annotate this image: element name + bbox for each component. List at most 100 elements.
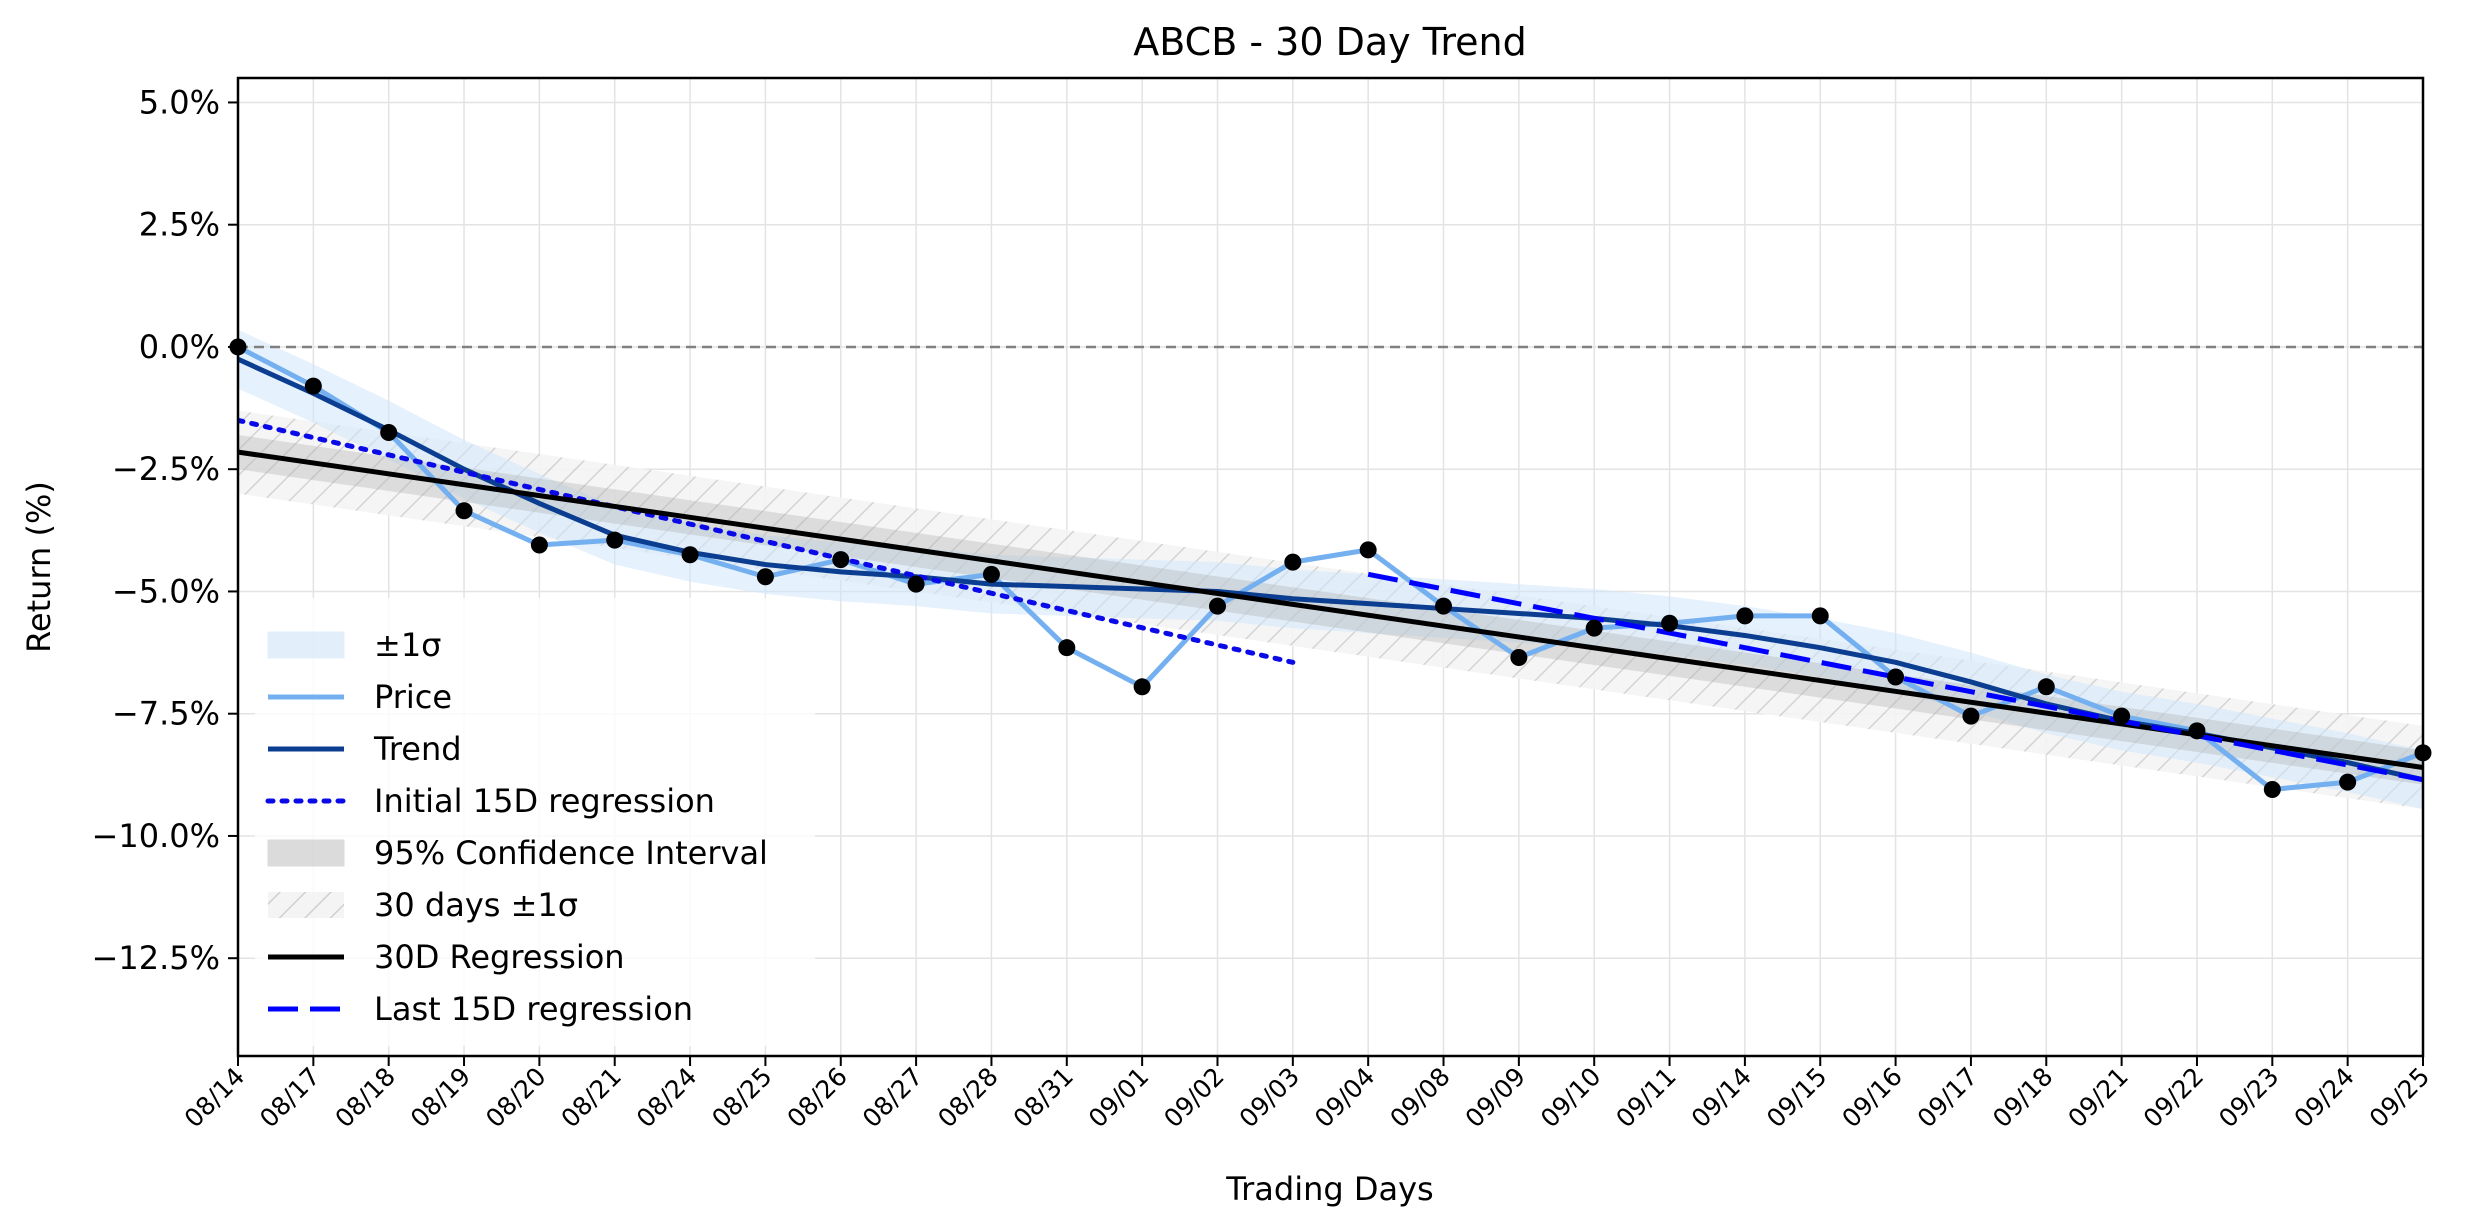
series-price — [238, 344, 2423, 792]
price-point — [1133, 678, 1151, 696]
series-last-15d-regression — [1367, 571, 2423, 783]
chart-title: ABCB - 30 Day Trend — [1133, 20, 1526, 64]
price-point — [304, 377, 322, 395]
price-point — [1887, 668, 1905, 686]
price-point — [1284, 553, 1302, 571]
price-point — [982, 565, 1000, 583]
legend-item: Price — [268, 678, 452, 716]
price-point — [1058, 639, 1076, 657]
legend-item: Last 15D regression — [268, 990, 693, 1028]
x-tick-label: 08/17 — [254, 1062, 325, 1133]
price-point — [1208, 597, 1226, 615]
x-tick-label: 08/19 — [405, 1062, 476, 1133]
x-tick-label: 09/15 — [1761, 1062, 1832, 1133]
price-point — [1811, 607, 1829, 625]
price-point — [681, 546, 699, 564]
price-point — [1661, 614, 1679, 632]
x-tick-label: 09/23 — [2213, 1062, 2284, 1133]
price-point — [1736, 607, 1754, 625]
y-tick-label: −7.5% — [112, 695, 220, 733]
price-point — [2263, 780, 2281, 798]
price-markers — [229, 338, 2432, 798]
price-point — [1585, 619, 1603, 637]
legend: ±1σ Price Trend Initial 15D regression 95% C… — [255, 598, 815, 1046]
x-tick-label: 08/21 — [556, 1062, 627, 1133]
legend-label: 30 days ±1σ — [374, 886, 578, 924]
legend-item: ±1σ — [267, 626, 441, 664]
y-tick-label: −12.5% — [92, 939, 220, 977]
legend-label: Trend — [373, 730, 462, 768]
legend-swatch — [267, 839, 345, 867]
x-tick-label: 09/21 — [2062, 1062, 2133, 1133]
x-axis-label: Trading Days — [1225, 1170, 1433, 1208]
legend-item: 30 days ±1σ — [268, 886, 578, 924]
x-tick-label: 09/08 — [1384, 1062, 1455, 1133]
x-tick-label: 09/03 — [1234, 1062, 1305, 1133]
price-point — [2037, 678, 2055, 696]
y-tick-label: −5.0% — [112, 572, 220, 610]
price-point — [1359, 541, 1377, 559]
x-tick-label: 08/27 — [857, 1062, 928, 1133]
price-point — [2339, 773, 2357, 791]
legend-label: Initial 15D regression — [374, 782, 715, 820]
x-tick-label: 08/18 — [329, 1062, 400, 1133]
price-point — [2113, 707, 2131, 725]
x-tick-label: 09/16 — [1836, 1062, 1907, 1133]
plot-frame — [236, 76, 2425, 1058]
x-tick-label: 08/20 — [480, 1062, 551, 1133]
x-tick-label: 08/24 — [631, 1062, 702, 1133]
series-30d-regression — [238, 449, 2423, 770]
x-tick-label: 09/09 — [1460, 1062, 1531, 1133]
x-tick-label: 09/24 — [2288, 1062, 2359, 1133]
x-tick-label: 09/01 — [1083, 1062, 1154, 1133]
price-point — [530, 536, 548, 554]
x-tick-label: 09/14 — [1686, 1062, 1757, 1133]
legend-item: Initial 15D regression — [265, 782, 715, 820]
price-point — [832, 551, 850, 569]
legend-label: 30D Regression — [374, 938, 625, 976]
legend-box — [255, 598, 815, 1046]
legend-swatch — [267, 631, 345, 659]
y-tick-label: 5.0% — [139, 83, 220, 121]
x-tick-label: 09/10 — [1535, 1062, 1606, 1133]
price-point — [756, 568, 774, 586]
series-trend — [238, 356, 2423, 783]
legend-item: Trend — [268, 730, 462, 768]
legend-item: 30D Regression — [268, 938, 625, 976]
legend-label: Last 15D regression — [374, 990, 693, 1028]
x-tick-label: 08/28 — [932, 1062, 1003, 1133]
price-point — [380, 424, 398, 442]
price-point — [2188, 722, 2206, 740]
x-tick-label: 08/31 — [1008, 1062, 1079, 1133]
legend-item: 95% Confidence Interval — [267, 834, 768, 872]
x-tick-label: 08/14 — [179, 1062, 250, 1133]
x-tick-label: 09/11 — [1610, 1062, 1681, 1133]
legend-label: Price — [374, 678, 452, 716]
y-axis-label: Return (%) — [20, 481, 58, 653]
x-tick-label: 09/17 — [1912, 1062, 1983, 1133]
x-tick-label: 09/02 — [1158, 1062, 1229, 1133]
x-tick-label: 09/22 — [2138, 1062, 2209, 1133]
price-point — [1962, 707, 1980, 725]
series-lines — [238, 344, 2423, 792]
x-tick-label: 09/25 — [2364, 1062, 2435, 1133]
y-tick-label: 0.0% — [139, 328, 220, 366]
x-tick-label: 09/04 — [1309, 1062, 1380, 1133]
x-tick-label: 08/26 — [782, 1062, 853, 1133]
legend-label: ±1σ — [374, 626, 441, 664]
price-point — [455, 502, 473, 520]
price-point — [1510, 648, 1528, 666]
x-tick-label: 09/18 — [1987, 1062, 2058, 1133]
y-tick-label: −10.0% — [92, 817, 220, 855]
y-axis: 5.0% 2.5% 0.0% −2.5% −5.0% −7.5% −10.0% −12.5% — [92, 83, 238, 977]
legend-label: 95% Confidence Interval — [374, 834, 768, 872]
price-point — [1435, 597, 1453, 615]
series-initial-15d-regression — [238, 417, 1296, 665]
x-axis: 08/14 08/17 08/18 08/19 08/20 08/21 08/24 08/25… — [179, 1056, 2435, 1133]
price-point — [907, 575, 925, 593]
x-tick-label: 08/25 — [706, 1062, 777, 1133]
price-point — [606, 531, 624, 549]
y-tick-label: 2.5% — [139, 206, 220, 244]
legend-swatch — [268, 892, 344, 918]
